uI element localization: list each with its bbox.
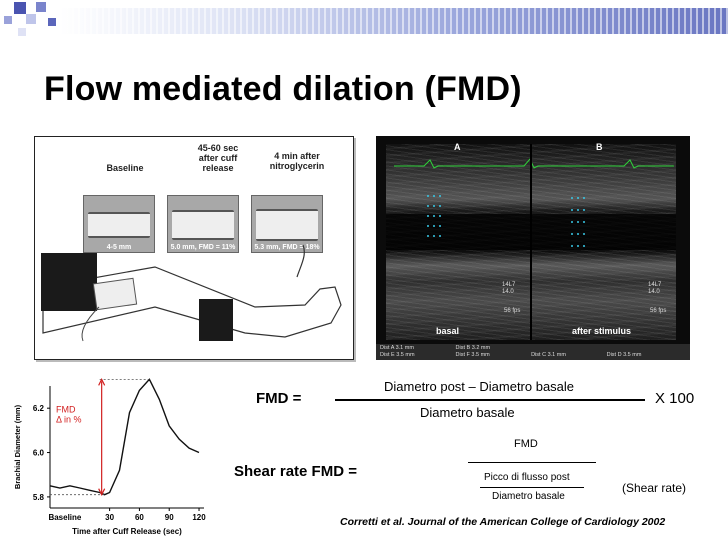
y-tick-label: 6.2 <box>33 404 45 413</box>
vessel-box-baseline: 4-5 mm <box>83 195 155 253</box>
measurement-markers <box>427 195 585 247</box>
y-tick-label: 5.8 <box>33 493 45 502</box>
fps-b: 56 fps <box>650 308 667 314</box>
y-tick-label: 6.0 <box>33 449 45 458</box>
panel-label-nitroglycerin: 4 min after nitroglycerin <box>269 151 325 171</box>
fmd-multiplier: X 100 <box>655 390 695 407</box>
shear-numerator: Picco di flusso post <box>484 472 570 483</box>
diameter-chart: 5.8 6.0 6.2 Baseline 30 60 90 120 Time after Cuf… <box>13 378 206 536</box>
ultrasound-image: A B 14L7 14.0 14L7 14.0 56 fps 56 fps ba… <box>376 136 690 360</box>
panel-label-after-release: 45-60 sec after cuff release <box>197 143 239 173</box>
footer-cell: Dist C 3.1 mm <box>531 352 566 358</box>
banner-square <box>26 14 36 24</box>
vessel-box-nitroglycerin: 5.3 mm, FMD = 18% <box>251 195 323 253</box>
y-axis-label: Brachial Diameter (mm) <box>13 404 22 489</box>
fmd-annotation: FMD <box>56 405 76 415</box>
arm-drawing <box>41 244 342 342</box>
fmd-arrow-head <box>98 378 106 386</box>
x-tick-label: Baseline <box>48 513 81 522</box>
footer-cell: Dist B 3.2 mm Dist F 3.5 mm <box>455 345 491 358</box>
shear-denominator: Diametro basale <box>492 491 565 502</box>
panel-b-label: B <box>596 142 603 152</box>
vessel-caption: 4-5 mm <box>106 244 132 251</box>
readout-a: 14L7 14.0 <box>502 282 516 295</box>
banner-square <box>14 2 26 14</box>
diameter-line <box>49 378 200 496</box>
shear-note: (Shear rate) <box>622 481 687 495</box>
banner-stripes <box>60 8 728 34</box>
fps-a: 56 fps <box>504 308 521 314</box>
banner-square <box>4 16 12 24</box>
x-tick-label: 30 <box>105 513 114 522</box>
ultrasound-probe <box>92 277 138 311</box>
fmd-fraction-line <box>335 399 645 401</box>
citation: Corretti et al. Journal of the American … <box>340 516 666 528</box>
vessel-caption: 5.3 mm, FMD = 18% <box>254 244 320 251</box>
label-basal: basal <box>436 326 460 336</box>
banner-square <box>36 2 46 12</box>
footer-cell: Dist D 3.5 mm <box>606 352 642 358</box>
panel-divider <box>530 144 532 340</box>
fmd-denominator: Diametro basale <box>420 405 515 420</box>
fmd-arrow-head <box>98 488 106 497</box>
panel-a-label: A <box>454 142 461 152</box>
vessel-caption: 5.0 mm, FMD = 11% <box>170 244 236 251</box>
footer-cell: Dist A 3.1 mm Dist E 3.5 mm <box>380 345 415 358</box>
shear-fraction-line <box>468 462 596 464</box>
banner-square <box>48 18 56 26</box>
vessel-drawing <box>256 209 318 241</box>
x-tick-label: 60 <box>135 513 144 522</box>
x-tick-label: 90 <box>165 513 174 522</box>
forearm-cuff <box>199 299 233 341</box>
vessel-box-after-release: 5.0 mm, FMD = 11% <box>167 195 239 253</box>
fmd-annotation: Δ in % <box>56 415 82 425</box>
shear-inner-line <box>480 487 584 488</box>
ecg-trace <box>394 158 674 169</box>
vessel-drawing <box>172 210 234 240</box>
upper-cuff <box>41 253 97 311</box>
fmd-label: FMD = <box>256 390 302 407</box>
readout-b: 14L7 14.0 <box>648 282 662 295</box>
label-after-stimulus: after stimulus <box>572 326 632 336</box>
slide-title: Flow mediated dilation (FMD) <box>44 70 522 108</box>
fmd-illustration: Baseline 45-60 sec after cuff release 4 … <box>34 136 354 360</box>
panel-label-baseline: Baseline <box>106 163 144 173</box>
shear-label: Shear rate FMD = <box>234 463 357 480</box>
vessel-drawing <box>88 212 150 238</box>
fmd-numerator: Diametro post – Diametro basale <box>384 379 575 394</box>
shear-top: FMD <box>514 438 538 450</box>
banner-square <box>18 28 26 36</box>
x-axis-label: Time after Cuff Release (sec) <box>72 527 182 536</box>
header-banner <box>0 0 728 42</box>
x-tick-label: 120 <box>192 513 206 522</box>
measurement-footer: Dist A 3.1 mm Dist E 3.5 mm Dist B 3.2 mm… <box>376 344 690 360</box>
